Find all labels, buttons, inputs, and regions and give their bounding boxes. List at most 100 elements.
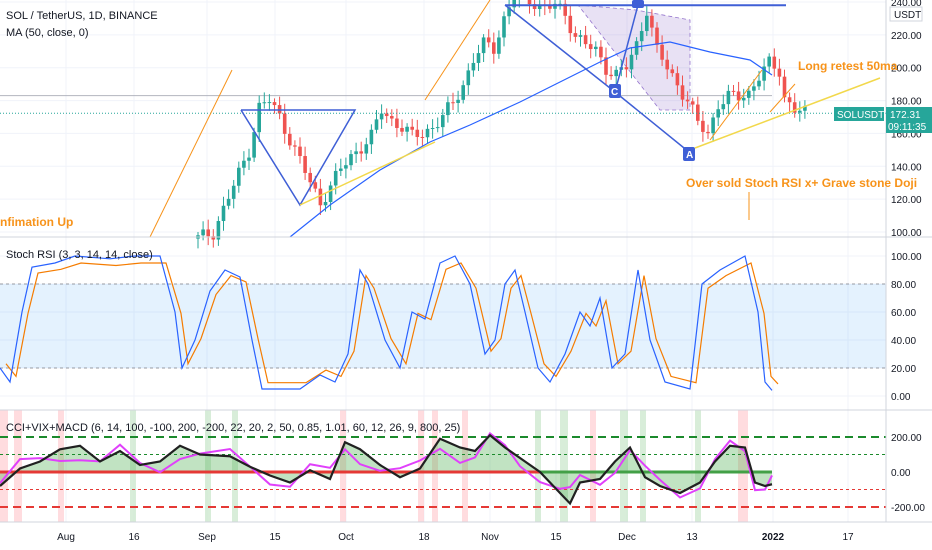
support-trendline-right bbox=[694, 77, 881, 149]
candle-body bbox=[578, 35, 583, 37]
candle-body bbox=[221, 205, 226, 222]
candle-body bbox=[323, 201, 328, 206]
time-axis[interactable]: Aug 16 Sep 15 Oct 18 Nov 15 Dec 13 2022 17 bbox=[57, 532, 854, 543]
candle-body bbox=[507, 7, 511, 17]
stoch-k-line bbox=[0, 255, 773, 391]
vix-bar bbox=[340, 410, 346, 522]
candle-body bbox=[624, 67, 629, 70]
candle-body bbox=[471, 62, 476, 71]
candle-body bbox=[441, 115, 445, 128]
vix-bar bbox=[14, 410, 22, 522]
vix-bar bbox=[560, 410, 568, 522]
price-axis[interactable]: 100.00 120.00 140.00 160.00 180.00 200.00 220.… bbox=[891, 0, 922, 239]
candle-body bbox=[803, 105, 807, 111]
currency-label: USDT bbox=[894, 10, 921, 21]
moving-average-line bbox=[289, 41, 773, 238]
candle-body bbox=[267, 102, 272, 104]
price-tick-label: 220.00 bbox=[891, 31, 922, 42]
vix-bar bbox=[58, 410, 64, 522]
stoch-tick-label: 80.00 bbox=[891, 280, 916, 291]
stoch-legend[interactable]: Stoch RSI (3, 3, 14, 14, close) bbox=[6, 249, 153, 261]
symbol-title[interactable]: SOL / TetherUS, 1D, BINANCE bbox=[6, 10, 158, 22]
candle-body bbox=[532, 4, 537, 10]
candle-body bbox=[446, 102, 450, 116]
ma-legend[interactable]: MA (50, close, 0) bbox=[6, 27, 89, 39]
price-tag: SOLUSDT 172.31 09:11:35 bbox=[834, 107, 932, 133]
candle-body bbox=[762, 66, 766, 81]
candle-body bbox=[318, 188, 323, 206]
price-tick-label: 180.00 bbox=[891, 97, 922, 108]
pattern-drawings bbox=[0, 4, 772, 111]
time-tick-label: 13 bbox=[686, 532, 698, 543]
time-tick-label: Sep bbox=[198, 532, 216, 543]
candle-body bbox=[650, 15, 654, 28]
combo-legend[interactable]: CCI+VIX+MACD (6, 14, 100, -100, 200, -20… bbox=[6, 422, 460, 434]
candle-body bbox=[216, 221, 221, 240]
time-tick-label: 2022 bbox=[762, 532, 785, 543]
candle-body bbox=[379, 113, 384, 120]
stoch-band-fill bbox=[0, 284, 886, 368]
candle-body bbox=[639, 31, 644, 42]
price-tick-label: 120.00 bbox=[891, 195, 922, 206]
point-b-marker bbox=[632, 0, 644, 8]
vix-bar bbox=[232, 410, 238, 522]
vix-bar bbox=[695, 410, 701, 522]
candle-body bbox=[344, 165, 348, 169]
price-tick-label: 140.00 bbox=[891, 162, 922, 173]
stoch-tick-label: 40.00 bbox=[891, 336, 916, 347]
candle-body bbox=[767, 56, 771, 67]
candle-body bbox=[247, 157, 251, 161]
candle-body bbox=[701, 120, 705, 132]
candle-body bbox=[231, 185, 236, 199]
point-a-marker: A bbox=[683, 147, 695, 161]
time-tick-label: 16 bbox=[128, 532, 140, 543]
price-tick-label: 100.00 bbox=[891, 228, 922, 239]
time-tick-label: Nov bbox=[481, 532, 499, 543]
candle-body bbox=[456, 99, 460, 103]
time-tick-label: 18 bbox=[418, 532, 430, 543]
vix-bar bbox=[620, 410, 628, 522]
vix-bar bbox=[738, 410, 748, 522]
candle-body bbox=[583, 35, 588, 45]
candle-body bbox=[282, 113, 287, 134]
candle-body bbox=[670, 69, 675, 74]
vix-bar bbox=[535, 410, 541, 522]
point-c-marker: C bbox=[609, 84, 621, 98]
candle-body bbox=[655, 27, 659, 45]
support-trendline bbox=[299, 141, 436, 206]
time-tick-label: Aug bbox=[57, 532, 75, 543]
vix-bar bbox=[205, 410, 211, 522]
candle-body bbox=[792, 102, 797, 113]
annotation-long-retest: Long retest 50ma bbox=[798, 59, 898, 73]
currency-badge bbox=[889, 6, 923, 22]
candle-body bbox=[369, 129, 374, 145]
candle-body bbox=[390, 116, 394, 119]
candle-body bbox=[339, 168, 343, 171]
candle-body bbox=[706, 131, 710, 134]
candle-body bbox=[502, 16, 506, 38]
candle-body bbox=[237, 167, 241, 186]
point-a-label: A bbox=[686, 150, 693, 161]
candle-body bbox=[374, 119, 379, 130]
candle-body bbox=[410, 126, 414, 130]
candle-body bbox=[665, 59, 669, 70]
ticker-tag bbox=[834, 107, 884, 121]
candle-body bbox=[415, 129, 420, 137]
combo-axis[interactable]: -200.00 0.00 200.00 bbox=[891, 433, 925, 514]
stoch-tick-label: 20.00 bbox=[891, 364, 916, 375]
candle-body bbox=[690, 101, 695, 105]
stoch-rsi-pane[interactable] bbox=[0, 255, 886, 391]
price-pane[interactable] bbox=[0, 0, 886, 249]
stoch-tick-label: 60.00 bbox=[891, 308, 916, 319]
pattern-triangle bbox=[577, 4, 691, 111]
arrow-right bbox=[709, 69, 763, 141]
candle-body bbox=[614, 69, 618, 77]
candle-body bbox=[333, 170, 338, 186]
time-tick-label: 15 bbox=[269, 532, 281, 543]
candle-body bbox=[798, 110, 802, 113]
combo-tick-label: -200.00 bbox=[891, 503, 925, 514]
stoch-axis[interactable]: 0.00 20.00 40.00 60.00 80.00 100.00 bbox=[891, 252, 922, 403]
candle-body bbox=[252, 132, 256, 158]
cci-vix-macd-pane[interactable] bbox=[0, 410, 886, 522]
candle-body bbox=[486, 37, 491, 43]
